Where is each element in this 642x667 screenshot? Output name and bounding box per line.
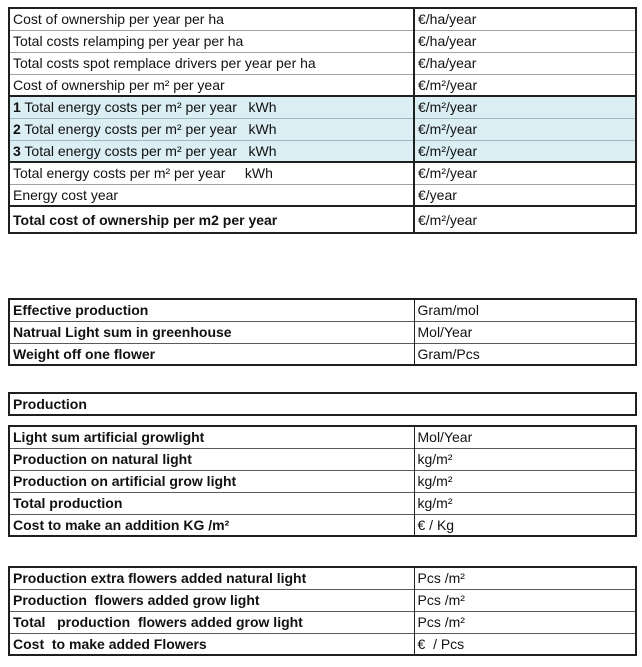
- flowers-table: Production extra flowers added natural l…: [8, 566, 637, 656]
- unit-cell[interactable]: Gram/Pcs: [414, 342, 636, 365]
- unit-cell[interactable]: €/m²/year: [414, 205, 636, 233]
- label-cell[interactable]: Effective production: [9, 298, 415, 321]
- row-label: Total energy costs per m² per year kWh: [20, 99, 277, 116]
- label-cell[interactable]: Total cost of ownership per m2 per year: [9, 205, 415, 233]
- row-label: Weight off one flower: [13, 345, 156, 362]
- table-row: Total production kg/m²: [9, 491, 636, 514]
- label-cell[interactable]: Cost of ownership per m² per year: [9, 73, 415, 96]
- table-row: Production: [9, 393, 636, 415]
- row-label: Natrual Light sum in greenhouse: [13, 324, 232, 340]
- row-label: Cost of ownership per m² per year: [13, 76, 225, 93]
- table-row: Light sum artificial growlight Mol/Year: [9, 425, 636, 448]
- row-label: Energy cost year: [13, 186, 119, 203]
- row-label: Total production flowers added grow ligh…: [13, 614, 303, 630]
- row-number: 2: [13, 121, 21, 137]
- unit-cell[interactable]: €/m²/year: [414, 117, 636, 140]
- label-cell[interactable]: 2 Total energy costs per m² per year kWh: [9, 117, 415, 140]
- unit-cell[interactable]: Pcs /m²: [414, 610, 636, 633]
- label-cell[interactable]: Weight off one flower: [9, 342, 415, 365]
- table-row: Cost of ownership per year per ha €/ha/y…: [9, 7, 636, 30]
- row-label: Production extra flowers added natural l…: [13, 570, 307, 587]
- label-cell[interactable]: Production on artificial grow light: [9, 469, 415, 492]
- table-row: Production extra flowers added natural l…: [9, 566, 636, 589]
- production-section-header: Production: [8, 392, 637, 416]
- table-row-highlighted: 3 Total energy costs per m² per year kWh…: [9, 139, 636, 162]
- section-title-cell[interactable]: Production: [9, 393, 636, 415]
- row-label: Total energy costs per m² per year kWh: [20, 121, 277, 137]
- unit-cell[interactable]: €/m²/year: [414, 73, 636, 96]
- label-cell[interactable]: Production on natural light: [9, 447, 415, 470]
- row-label: Total costs spot remplace drivers per ye…: [13, 55, 316, 71]
- label-cell[interactable]: Energy cost year: [9, 183, 415, 206]
- unit-cell[interactable]: Mol/Year: [414, 425, 636, 448]
- table-row-total: Total cost of ownership per m2 per year …: [9, 205, 636, 233]
- row-label: Light sum artificial growlight: [13, 429, 205, 446]
- table-row: Cost to make added Flowers € / Pcs: [9, 632, 636, 655]
- label-cell[interactable]: Total energy costs per m² per year kWh: [9, 161, 415, 184]
- unit-cell[interactable]: €/ha/year: [414, 29, 636, 52]
- unit-cell[interactable]: €/m²/year: [414, 139, 636, 162]
- table-row: Total costs spot remplace drivers per ye…: [9, 51, 636, 74]
- production-parameters-table: Effective production Gram/mol Natrual Li…: [8, 298, 637, 366]
- unit-cell[interactable]: €/year: [414, 183, 636, 206]
- unit-cell[interactable]: kg/m²: [414, 491, 636, 514]
- table-row-highlighted: 1 Total energy costs per m² per year kWh…: [9, 95, 636, 118]
- table-row: Cost of ownership per m² per year €/m²/y…: [9, 73, 636, 96]
- row-label: Production flowers added grow light: [13, 592, 260, 608]
- unit-cell[interactable]: €/m²/year: [414, 95, 636, 118]
- label-cell[interactable]: Production extra flowers added natural l…: [9, 566, 415, 589]
- unit-cell[interactable]: Gram/mol: [414, 298, 636, 321]
- label-cell[interactable]: Total production flowers added grow ligh…: [9, 610, 415, 633]
- section-title: Production: [13, 396, 87, 412]
- row-label: Total costs relamping per year per ha: [13, 33, 244, 49]
- label-cell[interactable]: Cost of ownership per year per ha: [9, 7, 415, 30]
- label-cell[interactable]: Production flowers added grow light: [9, 588, 415, 611]
- table-row: Total energy costs per m² per year kWh €…: [9, 161, 636, 184]
- unit-cell[interactable]: €/m²/year: [414, 161, 636, 184]
- row-label: Cost to make an addition KG /m²: [13, 516, 230, 533]
- row-label: Cost of ownership per year per ha: [13, 11, 224, 28]
- ownership-costs-table: Cost of ownership per year per ha €/ha/y…: [8, 7, 637, 234]
- table-row: Natrual Light sum in greenhouse Mol/Year: [9, 320, 636, 343]
- unit-cell[interactable]: € / Pcs: [414, 632, 636, 655]
- label-cell[interactable]: Cost to make an addition KG /m²: [9, 513, 415, 536]
- table-row: Production on artificial grow light kg/m…: [9, 469, 636, 492]
- label-cell[interactable]: 1 Total energy costs per m² per year kWh: [9, 95, 415, 118]
- table-row: Production on natural light kg/m²: [9, 447, 636, 470]
- table-row: Production flowers added grow light Pcs …: [9, 588, 636, 611]
- table-row: Cost to make an addition KG /m² € / Kg: [9, 513, 636, 536]
- row-label: Total production: [13, 495, 123, 511]
- table-row: Total costs relamping per year per ha €/…: [9, 29, 636, 52]
- row-label: Total energy costs per m² per year kWh: [13, 165, 273, 182]
- table-row: Effective production Gram/mol: [9, 298, 636, 321]
- table-row: Total production flowers added grow ligh…: [9, 610, 636, 633]
- label-cell[interactable]: Total production: [9, 491, 415, 514]
- row-number: 3: [13, 142, 21, 159]
- label-cell[interactable]: 3 Total energy costs per m² per year kWh: [9, 139, 415, 162]
- row-label: Effective production: [13, 302, 149, 319]
- table-row: Energy cost year €/year: [9, 183, 636, 206]
- table-row: Weight off one flower Gram/Pcs: [9, 342, 636, 365]
- unit-cell[interactable]: kg/m²: [414, 469, 636, 492]
- unit-cell[interactable]: Pcs /m²: [414, 566, 636, 589]
- production-table: Light sum artificial growlight Mol/Year …: [8, 425, 637, 537]
- label-cell[interactable]: Natrual Light sum in greenhouse: [9, 320, 415, 343]
- unit-cell[interactable]: Mol/Year: [414, 320, 636, 343]
- row-label: Cost to make added Flowers: [13, 635, 207, 652]
- row-label: Total cost of ownership per m2 per year: [13, 211, 278, 228]
- row-number: 1: [13, 99, 21, 116]
- label-cell[interactable]: Total costs relamping per year per ha: [9, 29, 415, 52]
- label-cell[interactable]: Cost to make added Flowers: [9, 632, 415, 655]
- label-cell[interactable]: Total costs spot remplace drivers per ye…: [9, 51, 415, 74]
- unit-cell[interactable]: €/ha/year: [414, 51, 636, 74]
- unit-cell[interactable]: Pcs /m²: [414, 588, 636, 611]
- unit-cell[interactable]: kg/m²: [414, 447, 636, 470]
- row-label: Production on artificial grow light: [13, 473, 237, 489]
- row-label: Production on natural light: [13, 451, 192, 467]
- table-row-highlighted: 2 Total energy costs per m² per year kWh…: [9, 117, 636, 140]
- unit-cell[interactable]: € / Kg: [414, 513, 636, 536]
- label-cell[interactable]: Light sum artificial growlight: [9, 425, 415, 448]
- unit-cell[interactable]: €/ha/year: [414, 7, 636, 30]
- row-label: Total energy costs per m² per year kWh: [20, 142, 277, 159]
